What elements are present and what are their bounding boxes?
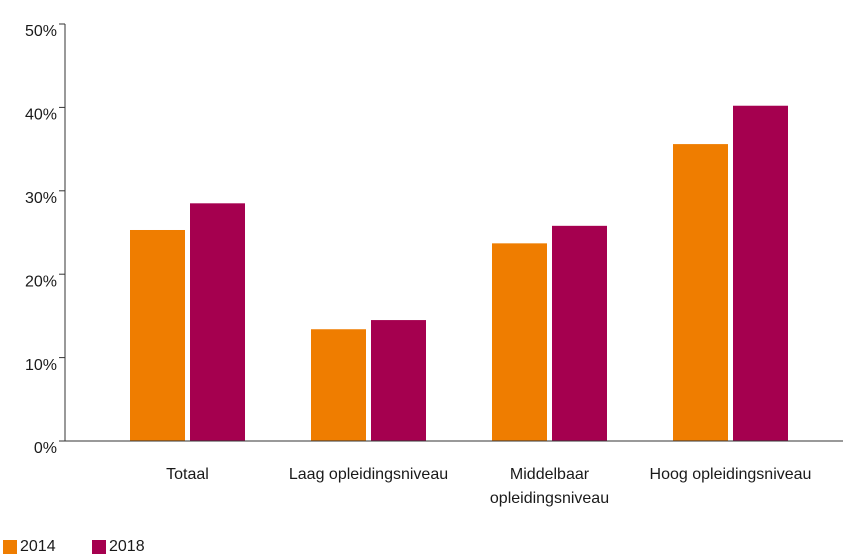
y-tick-label: 10% [25, 357, 57, 374]
y-tick-label: 20% [25, 273, 57, 290]
bar [552, 226, 607, 441]
x-tick-label: Totaal [103, 463, 273, 487]
bar [190, 203, 245, 441]
bar [673, 144, 728, 441]
x-tick-label: Hoog opleidingsniveau [646, 463, 816, 487]
legend-swatch [92, 540, 106, 554]
legend-label: 2014 [20, 538, 56, 556]
legend-swatch [3, 540, 17, 554]
bar [733, 106, 788, 441]
y-tick-label: 40% [25, 107, 57, 124]
bar [492, 243, 547, 441]
bar [371, 320, 426, 441]
y-tick-label: 30% [25, 190, 57, 207]
x-tick-label: Middelbaar opleidingsniveau [465, 463, 635, 511]
legend-label: 2018 [109, 538, 145, 556]
bar [311, 329, 366, 441]
legend-item: 2018 [92, 538, 145, 556]
y-tick-label: 50% [25, 23, 57, 40]
bar [130, 230, 185, 441]
page: {"chart_data": { "type": "bar", "categor… [0, 0, 843, 558]
y-tick-label: 0% [34, 440, 57, 457]
x-tick-label: Laag opleidingsniveau [284, 463, 454, 487]
legend-item: 2014 [3, 538, 56, 556]
